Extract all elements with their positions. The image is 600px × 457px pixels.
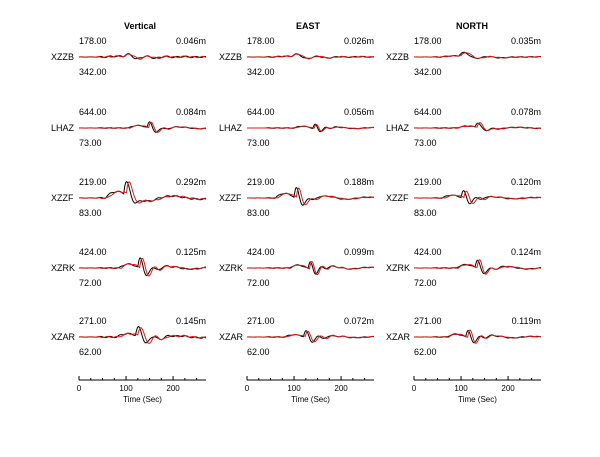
- observed-trace: [247, 53, 374, 59]
- tick-label: 200: [334, 384, 348, 393]
- tick-label: 200: [501, 384, 515, 393]
- station-label: XZZF: [386, 193, 409, 203]
- azimuth-label: 424.00: [79, 247, 107, 257]
- amplitude-label: 0.292m: [176, 177, 206, 187]
- distance-label: 72.00: [414, 278, 437, 288]
- distance-label: 72.00: [79, 278, 102, 288]
- tick-label: 100: [119, 384, 133, 393]
- synthetic-trace: [79, 257, 207, 277]
- station-label: XZZF: [219, 193, 242, 203]
- station-label: XZRK: [386, 263, 410, 273]
- synthetic-trace: [79, 181, 207, 204]
- synthetic-trace: [247, 330, 375, 343]
- distance-label: 62.00: [414, 347, 437, 357]
- synthetic-trace: [414, 122, 541, 132]
- amplitude-label: 0.072m: [344, 316, 374, 326]
- station-label: XZAR: [386, 332, 411, 342]
- synthetic-trace: [79, 121, 207, 133]
- amplitude-label: 0.188m: [344, 177, 374, 187]
- amplitude-label: 0.145m: [176, 316, 206, 326]
- column-title-north: NORTH: [456, 21, 488, 31]
- tick-label: 0: [412, 384, 417, 393]
- amplitude-label: 0.124m: [511, 247, 541, 257]
- column-title-east: EAST: [296, 21, 321, 31]
- amplitude-label: 0.026m: [344, 36, 374, 46]
- azimuth-label: 178.00: [79, 36, 107, 46]
- distance-label: 342.00: [79, 67, 107, 77]
- amplitude-label: 0.119m: [512, 316, 541, 326]
- synthetic-trace: [414, 190, 542, 204]
- azimuth-label: 271.00: [79, 316, 107, 326]
- synthetic-trace: [79, 53, 207, 60]
- distance-label: 72.00: [247, 278, 270, 288]
- observed-trace: [414, 190, 542, 205]
- amplitude-label: 0.120m: [511, 177, 541, 187]
- amplitude-label: 0.099m: [344, 247, 374, 257]
- distance-label: 73.00: [414, 138, 437, 148]
- azimuth-label: 271.00: [414, 316, 442, 326]
- distance-label: 62.00: [79, 347, 102, 357]
- azimuth-label: 219.00: [414, 177, 442, 187]
- synthetic-trace: [79, 327, 207, 344]
- observed-trace: [247, 186, 374, 206]
- tick-label: 200: [166, 384, 180, 393]
- x-axis-label: Time (Sec): [458, 395, 497, 404]
- amplitude-label: 0.046m: [176, 36, 206, 46]
- tick-label: 0: [77, 384, 82, 393]
- distance-label: 83.00: [79, 208, 102, 218]
- synthetic-trace: [247, 124, 374, 132]
- station-label: XZAR: [51, 332, 76, 342]
- distance-label: 342.00: [247, 67, 275, 77]
- synthetic-trace: [414, 259, 541, 275]
- amplitude-label: 0.035m: [511, 36, 541, 46]
- station-label: LHAZ: [51, 123, 75, 133]
- station-label: XZAR: [219, 332, 244, 342]
- azimuth-label: 271.00: [247, 316, 275, 326]
- distance-label: 83.00: [247, 208, 270, 218]
- synthetic-trace: [414, 52, 542, 59]
- distance-label: 73.00: [247, 138, 270, 148]
- station-label: XZZF: [51, 193, 74, 203]
- azimuth-label: 219.00: [247, 177, 275, 187]
- station-label: LHAZ: [219, 123, 243, 133]
- synthetic-trace: [414, 329, 542, 344]
- amplitude-label: 0.078m: [511, 107, 541, 117]
- station-label: XZRK: [219, 263, 243, 273]
- azimuth-label: 178.00: [247, 36, 275, 46]
- synthetic-trace: [247, 53, 375, 60]
- amplitude-label: 0.125m: [176, 247, 206, 257]
- station-label: XZZB: [51, 52, 74, 62]
- station-label: XZZB: [386, 52, 409, 62]
- synthetic-trace: [247, 260, 375, 276]
- amplitude-label: 0.056m: [344, 107, 374, 117]
- azimuth-label: 178.00: [414, 36, 442, 46]
- column-title-vertical: Vertical: [124, 21, 156, 31]
- azimuth-label: 644.00: [414, 107, 442, 117]
- amplitude-label: 0.084m: [176, 107, 206, 117]
- x-axis-label: Time (Sec): [291, 395, 330, 404]
- tick-label: 0: [245, 384, 250, 393]
- distance-label: 73.00: [79, 138, 102, 148]
- distance-label: 83.00: [414, 208, 437, 218]
- tick-label: 100: [454, 384, 468, 393]
- tick-label: 100: [287, 384, 301, 393]
- azimuth-label: 644.00: [247, 107, 275, 117]
- station-label: LHAZ: [386, 123, 410, 133]
- azimuth-label: 644.00: [79, 107, 107, 117]
- station-label: XZRK: [51, 263, 75, 273]
- distance-label: 342.00: [414, 67, 442, 77]
- azimuth-label: 219.00: [79, 177, 107, 187]
- azimuth-label: 424.00: [414, 247, 442, 257]
- observed-trace: [79, 257, 206, 276]
- distance-label: 62.00: [247, 347, 270, 357]
- x-axis-label: Time (Sec): [123, 395, 162, 404]
- azimuth-label: 424.00: [247, 247, 275, 257]
- station-label: XZZB: [219, 52, 242, 62]
- synthetic-trace: [247, 187, 375, 206]
